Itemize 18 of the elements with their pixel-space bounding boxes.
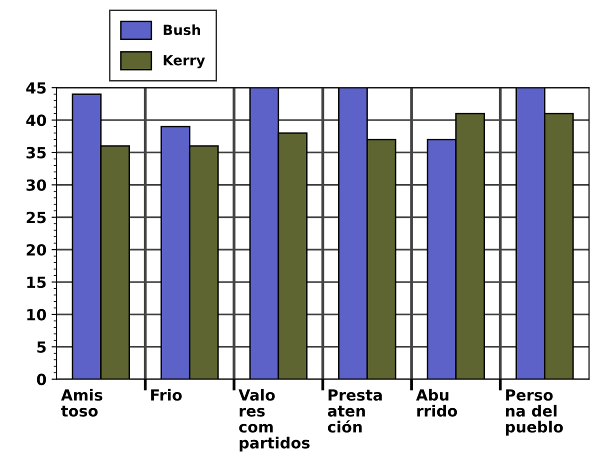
- legend-label: Kerry: [164, 55, 205, 68]
- y-tick-label: 20: [26, 244, 46, 256]
- y-tick-label: 5: [37, 341, 46, 353]
- x-tick-label: Presta aten ción: [328, 389, 382, 433]
- y-tick-label: 30: [26, 179, 46, 191]
- x-tick-label: Perso na del pueblo: [506, 389, 563, 436]
- y-tick-label: 0: [36, 374, 46, 386]
- y-tick-label: 35: [26, 146, 46, 158]
- y-tick-label: 15: [27, 276, 46, 288]
- y-tick-label: 10: [27, 308, 46, 320]
- x-tick-label: Frio: [151, 388, 182, 401]
- y-tick-label: 40: [26, 114, 46, 126]
- y-tick-label: 45: [26, 82, 46, 94]
- x-tick-label: Abu rrido: [416, 388, 458, 417]
- legend-label: Bush: [164, 24, 200, 36]
- x-tick-label: Valo res com partidos: [238, 388, 310, 452]
- x-tick-label: Amis toso: [61, 388, 102, 417]
- y-tick-label: 25: [26, 212, 46, 224]
